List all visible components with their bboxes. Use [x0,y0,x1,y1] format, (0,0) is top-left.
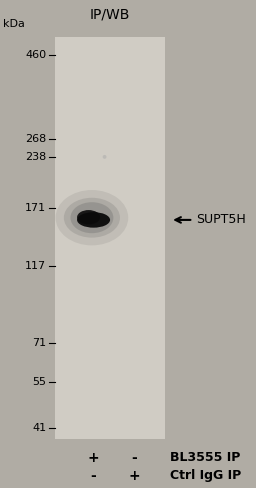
Text: IP/WB: IP/WB [90,8,130,22]
Text: 268: 268 [25,134,46,143]
Text: 71: 71 [32,338,46,348]
Text: +: + [129,469,140,483]
Text: 117: 117 [25,261,46,271]
Text: +: + [88,451,99,465]
Text: kDa: kDa [3,20,24,29]
Text: 41: 41 [32,423,46,432]
Ellipse shape [64,198,120,238]
Bar [55,37,165,439]
Text: 460: 460 [25,50,46,61]
Ellipse shape [70,202,113,233]
Ellipse shape [77,210,100,224]
Text: 171: 171 [25,203,46,213]
Text: -: - [91,469,97,483]
Ellipse shape [77,212,110,228]
Text: -: - [131,451,137,465]
Text: 238: 238 [25,152,46,162]
Text: 55: 55 [32,377,46,387]
Text: BL3555 IP: BL3555 IP [170,451,241,464]
Ellipse shape [56,190,128,245]
Ellipse shape [103,155,106,159]
Text: SUPT5H: SUPT5H [196,213,246,226]
Text: Ctrl IgG IP: Ctrl IgG IP [170,469,241,482]
